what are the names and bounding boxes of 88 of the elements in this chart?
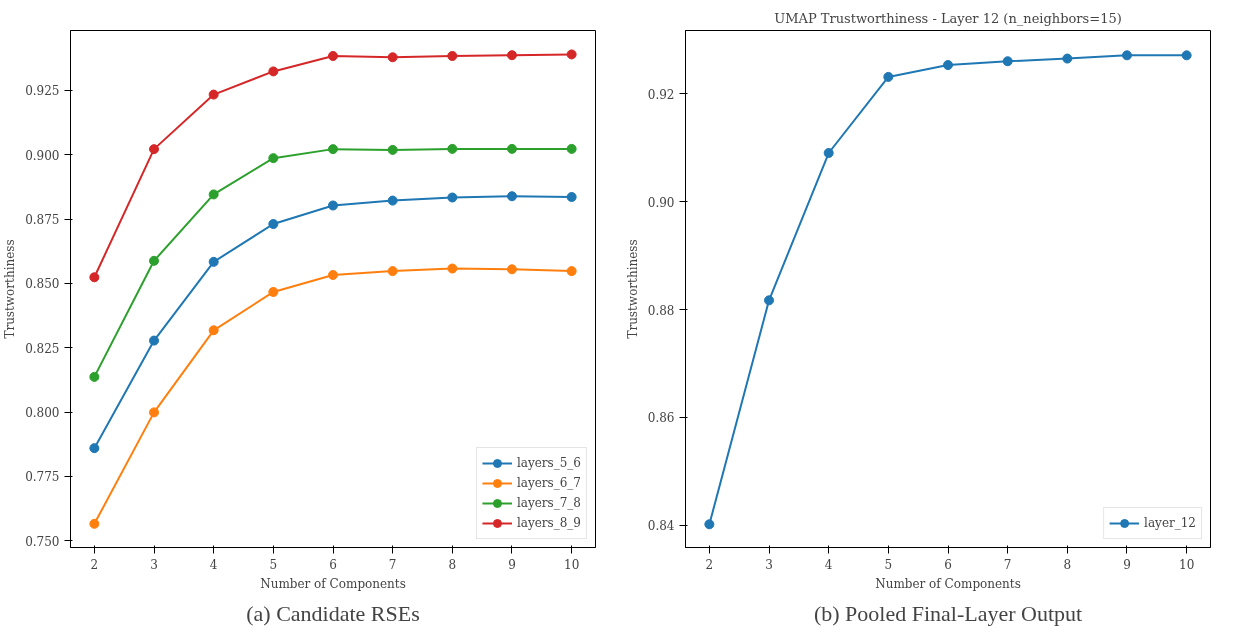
x-tick-label: 2: [705, 557, 714, 572]
legend-label: layers_8_9: [516, 516, 581, 530]
x-tick-label: 2: [90, 557, 99, 572]
point: [387, 144, 398, 155]
chart-title: UMAP Trustworthiness - Layer 12 (n_neighbors=15): [774, 10, 1122, 26]
point: [566, 49, 577, 60]
point: [1002, 56, 1013, 67]
point: [149, 255, 160, 266]
point: [208, 189, 219, 200]
x-tick-label: 7: [388, 557, 397, 572]
point: [208, 256, 219, 267]
y-tick-label: 0.90: [647, 195, 675, 210]
point: [447, 192, 458, 203]
y-tick-label: 0.900: [25, 148, 60, 163]
point: [447, 263, 458, 274]
point: [328, 200, 338, 211]
point: [149, 407, 160, 418]
x-axis-title: Number of Components: [260, 576, 406, 591]
x-tick-label: 6: [329, 557, 337, 572]
point: [823, 148, 834, 158]
point: [387, 266, 398, 277]
y-tick-label: 0.800: [25, 406, 60, 421]
point: [883, 71, 894, 82]
x-tick-label: 9: [1123, 557, 1131, 572]
point: [1062, 53, 1073, 64]
point: [89, 272, 100, 283]
x-tick-label: 6: [944, 557, 952, 572]
legend-label: layers_6_7: [516, 476, 581, 490]
y-tick-label: 0.92: [647, 87, 675, 102]
point: [506, 50, 517, 61]
y-tick-label: 0.88: [647, 303, 675, 318]
x-tick-label: 4: [824, 557, 833, 572]
point: [268, 66, 279, 77]
point: [387, 195, 398, 206]
point: [268, 153, 279, 164]
point: [149, 335, 160, 346]
point: [89, 371, 100, 382]
point: [506, 191, 517, 202]
legend-label: layers_5_6: [516, 456, 581, 470]
y-axis-title: Trustworthiness: [625, 239, 640, 339]
x-tick-label: 5: [884, 557, 893, 572]
x-tick-label: 5: [269, 557, 278, 572]
point: [268, 286, 279, 297]
point: [506, 143, 517, 154]
point: [566, 143, 577, 154]
point: [89, 518, 100, 529]
point: [268, 219, 279, 230]
point: [208, 89, 219, 100]
y-tick-label: 0.925: [25, 84, 60, 99]
x-tick-label: 8: [448, 557, 457, 572]
legend-label: layer_12: [1144, 516, 1196, 530]
x-tick-label: 4: [209, 557, 218, 572]
y-tick-label: 0.84: [647, 519, 675, 534]
x-axis-title: Number of Components: [875, 576, 1021, 591]
x-tick-label: 10: [564, 557, 580, 572]
point: [328, 50, 338, 61]
point: [328, 144, 338, 155]
y-tick-label: 0.850: [25, 277, 60, 292]
point: [149, 144, 160, 155]
point: [506, 264, 517, 275]
text: (a) Candidate RSEs: [246, 600, 420, 626]
y-tick-label: 0.86: [647, 411, 675, 426]
point: [1121, 50, 1132, 61]
point: [566, 192, 577, 202]
y-tick-label: 0.875: [25, 213, 60, 228]
x-tick-label: 9: [508, 557, 516, 572]
text: (b) Pooled Final-Layer Output: [813, 600, 1083, 626]
y-tick-label: 0.750: [25, 534, 60, 549]
point: [943, 60, 953, 71]
y-tick-label: 0.775: [25, 470, 60, 485]
point: [764, 295, 775, 306]
y-axis-title: Trustworthiness: [3, 239, 18, 339]
point: [447, 143, 458, 154]
point: [328, 269, 338, 280]
x-tick-label: 7: [1003, 557, 1012, 572]
point: [704, 519, 715, 530]
x-tick-label: 8: [1063, 557, 1072, 572]
x-tick-label: 3: [150, 557, 158, 572]
legend-label: layers_7_8: [516, 496, 581, 510]
point: [208, 325, 219, 336]
point: [566, 266, 577, 277]
point: [89, 443, 100, 454]
x-tick-label: 10: [1179, 557, 1195, 572]
point: [1181, 50, 1192, 61]
x-tick-label: 3: [765, 557, 773, 572]
point: [387, 52, 398, 63]
point: [447, 50, 458, 61]
y-tick-label: 0.825: [25, 341, 60, 356]
